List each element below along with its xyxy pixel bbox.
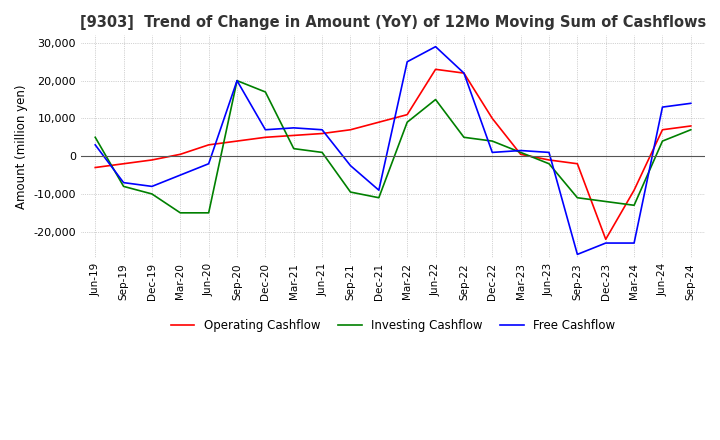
- Line: Free Cashflow: Free Cashflow: [95, 47, 690, 254]
- Investing Cashflow: [488, 139, 497, 144]
- Free Cashflow: [261, 127, 270, 132]
- Operating Cashflow: [91, 165, 99, 170]
- Operating Cashflow: [658, 127, 667, 132]
- Free Cashflow: [318, 127, 326, 132]
- Operating Cashflow: [403, 112, 412, 117]
- Investing Cashflow: [601, 199, 610, 204]
- Operating Cashflow: [346, 127, 355, 132]
- Line: Operating Cashflow: Operating Cashflow: [95, 70, 690, 239]
- Operating Cashflow: [601, 237, 610, 242]
- Operating Cashflow: [686, 123, 695, 128]
- Investing Cashflow: [91, 135, 99, 140]
- Investing Cashflow: [346, 190, 355, 195]
- Free Cashflow: [120, 180, 128, 185]
- Investing Cashflow: [176, 210, 184, 216]
- Free Cashflow: [403, 59, 412, 64]
- Operating Cashflow: [374, 120, 383, 125]
- Investing Cashflow: [204, 210, 213, 216]
- Free Cashflow: [91, 142, 99, 147]
- Operating Cashflow: [176, 152, 184, 157]
- Free Cashflow: [630, 240, 639, 246]
- Investing Cashflow: [516, 150, 525, 155]
- Operating Cashflow: [516, 152, 525, 157]
- Legend: Operating Cashflow, Investing Cashflow, Free Cashflow: Operating Cashflow, Investing Cashflow, …: [166, 315, 620, 337]
- Free Cashflow: [431, 44, 440, 49]
- Investing Cashflow: [630, 203, 639, 208]
- Operating Cashflow: [120, 161, 128, 166]
- Free Cashflow: [686, 101, 695, 106]
- Free Cashflow: [204, 161, 213, 166]
- Investing Cashflow: [233, 78, 241, 83]
- Free Cashflow: [658, 104, 667, 110]
- Free Cashflow: [545, 150, 554, 155]
- Operating Cashflow: [148, 158, 156, 163]
- Operating Cashflow: [289, 133, 298, 138]
- Operating Cashflow: [431, 67, 440, 72]
- Operating Cashflow: [318, 131, 326, 136]
- Free Cashflow: [176, 172, 184, 178]
- Y-axis label: Amount (million yen): Amount (million yen): [15, 84, 28, 209]
- Free Cashflow: [516, 148, 525, 153]
- Investing Cashflow: [318, 150, 326, 155]
- Operating Cashflow: [545, 158, 554, 163]
- Investing Cashflow: [403, 120, 412, 125]
- Investing Cashflow: [120, 184, 128, 189]
- Operating Cashflow: [573, 161, 582, 166]
- Investing Cashflow: [545, 161, 554, 166]
- Investing Cashflow: [658, 139, 667, 144]
- Investing Cashflow: [374, 195, 383, 200]
- Investing Cashflow: [289, 146, 298, 151]
- Investing Cashflow: [148, 191, 156, 197]
- Investing Cashflow: [459, 135, 468, 140]
- Operating Cashflow: [204, 142, 213, 147]
- Free Cashflow: [488, 150, 497, 155]
- Operating Cashflow: [459, 70, 468, 76]
- Operating Cashflow: [261, 135, 270, 140]
- Free Cashflow: [601, 240, 610, 246]
- Investing Cashflow: [686, 127, 695, 132]
- Free Cashflow: [289, 125, 298, 131]
- Free Cashflow: [573, 252, 582, 257]
- Investing Cashflow: [431, 97, 440, 102]
- Investing Cashflow: [261, 89, 270, 95]
- Operating Cashflow: [233, 139, 241, 144]
- Title: [9303]  Trend of Change in Amount (YoY) of 12Mo Moving Sum of Cashflows: [9303] Trend of Change in Amount (YoY) o…: [80, 15, 706, 30]
- Free Cashflow: [148, 184, 156, 189]
- Operating Cashflow: [630, 187, 639, 193]
- Free Cashflow: [374, 187, 383, 193]
- Free Cashflow: [346, 163, 355, 168]
- Operating Cashflow: [488, 116, 497, 121]
- Free Cashflow: [233, 78, 241, 83]
- Free Cashflow: [459, 70, 468, 76]
- Line: Investing Cashflow: Investing Cashflow: [95, 81, 690, 213]
- Investing Cashflow: [573, 195, 582, 200]
